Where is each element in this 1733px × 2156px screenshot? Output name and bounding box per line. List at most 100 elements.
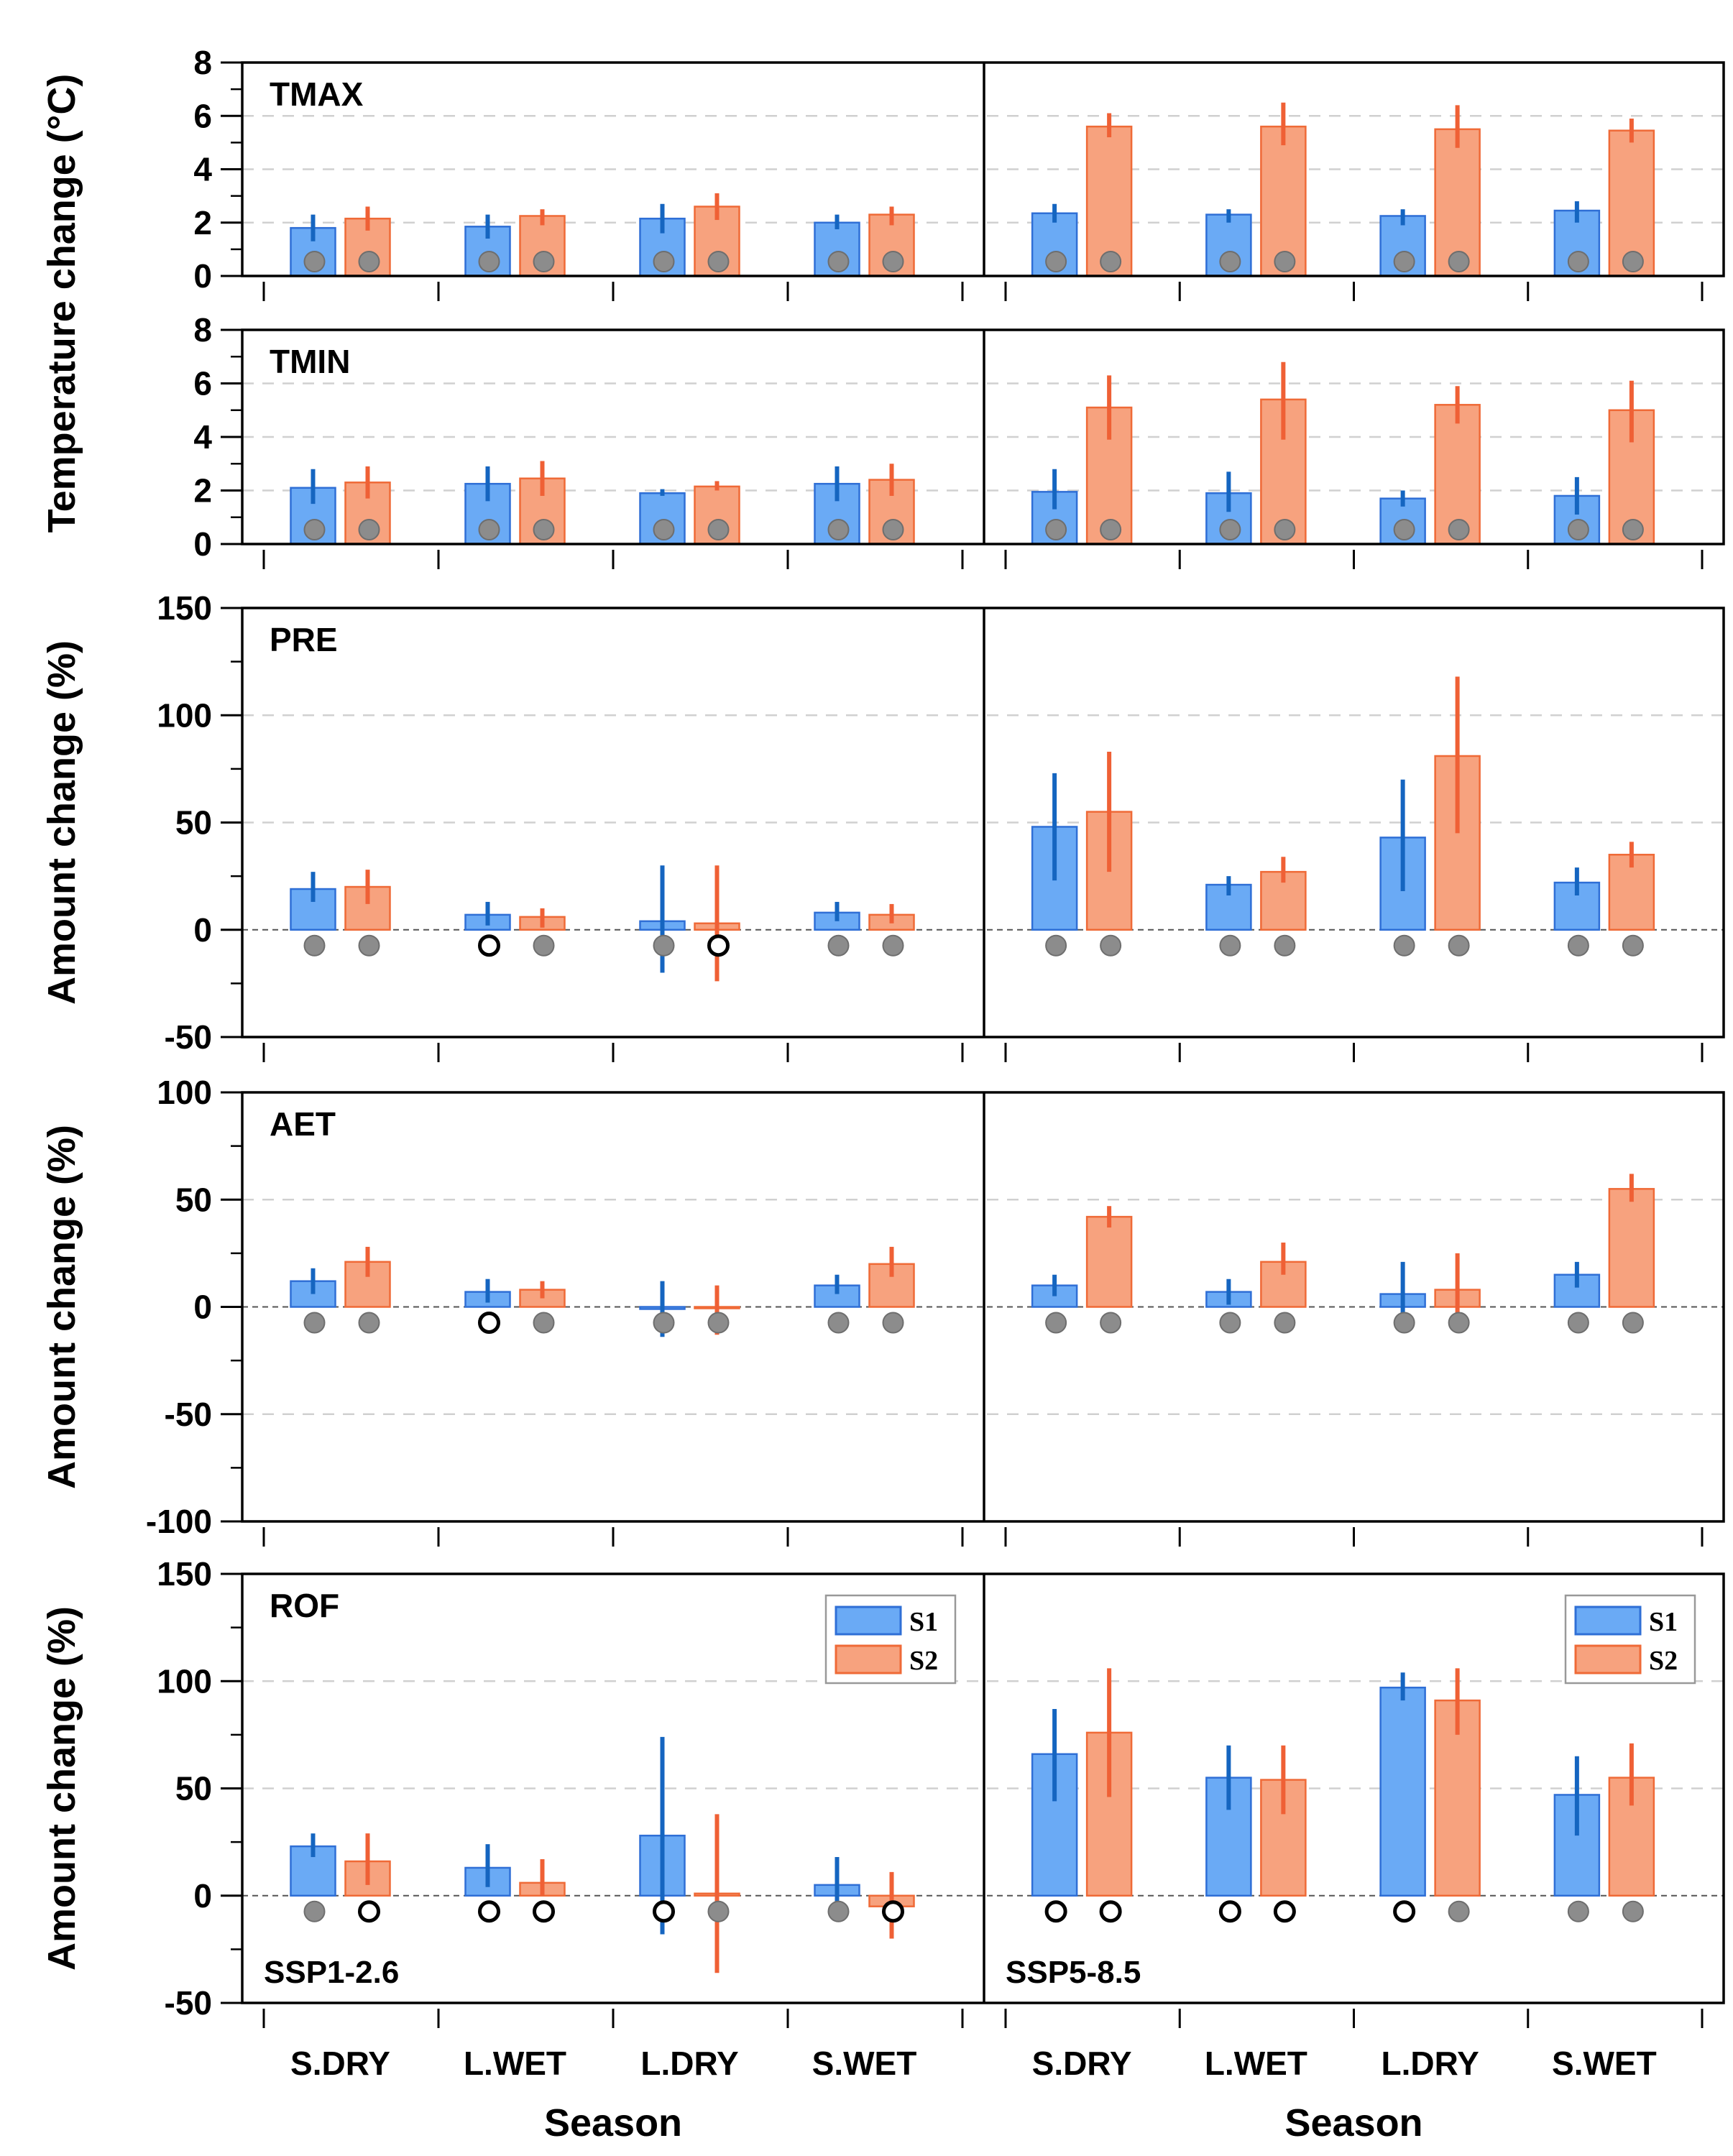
significance-marker — [1393, 251, 1415, 272]
bar-s2 — [1434, 1699, 1481, 1897]
y-tick-label: 8 — [193, 44, 212, 81]
significance-marker — [358, 519, 380, 540]
x-category-label: L.DRY — [640, 2045, 738, 2082]
nonsignificance-marker — [1273, 1900, 1296, 1923]
y-tick-label: 50 — [175, 1770, 212, 1807]
bar-s1 — [1379, 1686, 1426, 1897]
significance-marker — [707, 1900, 730, 1922]
panel-pre: -50 0 50 100 150 PRE — [157, 589, 1725, 1062]
significance-marker — [827, 1312, 850, 1334]
y-tick-label: 0 — [193, 1289, 212, 1326]
y-tick-label: 2 — [193, 472, 212, 510]
significance-marker — [1622, 1900, 1644, 1922]
significance-marker — [478, 251, 500, 272]
bar-s2 — [1608, 1188, 1655, 1308]
legend-swatch-s2 — [835, 1644, 902, 1674]
significance-marker — [1567, 1312, 1589, 1334]
panel-label: TMIN — [270, 343, 350, 380]
significance-marker — [1045, 251, 1067, 272]
significance-marker — [1567, 519, 1589, 540]
nonsignificance-marker — [358, 1900, 380, 1923]
panel-label: AET — [270, 1105, 336, 1143]
y-tick-label: -50 — [165, 1396, 212, 1433]
significance-marker — [1393, 1312, 1415, 1334]
significance-marker — [1274, 1312, 1296, 1334]
significance-marker — [533, 1312, 555, 1334]
significance-marker — [827, 251, 850, 272]
x-category-label: L.DRY — [1381, 2045, 1479, 2082]
significance-marker — [1567, 1900, 1589, 1922]
scenario-label: SSP5-8.5 — [1006, 1955, 1141, 1990]
panel-label: ROF — [270, 1587, 339, 1624]
significance-marker — [707, 1312, 730, 1334]
panel-rof: -50 0 50 100 150 ROF — [157, 1555, 1725, 2028]
panel-aet: -100 -50 0 50 100 AET — [146, 1074, 1725, 1547]
significance-marker — [707, 251, 730, 272]
nonsignificance-marker — [707, 934, 730, 957]
significance-marker — [1393, 934, 1415, 957]
significance-marker — [533, 519, 555, 540]
y-tick-label: 150 — [157, 589, 212, 627]
significance-marker — [1567, 934, 1589, 957]
nonsignificance-marker — [1393, 1900, 1416, 1923]
y-tick-label: 0 — [193, 911, 212, 949]
y-tick-label: 150 — [157, 1555, 212, 1593]
x-category-label: L.WET — [464, 2045, 566, 2082]
nonsignificance-marker — [1099, 1900, 1122, 1923]
x-axis-title: Season — [544, 2101, 682, 2145]
significance-marker — [303, 934, 326, 957]
significance-marker — [1448, 519, 1470, 540]
significance-marker — [303, 251, 326, 272]
y-tick-label: 4 — [193, 151, 212, 188]
significance-marker — [1393, 519, 1415, 540]
y-tick-label: -50 — [165, 1018, 212, 1056]
significance-marker — [653, 934, 675, 957]
y-tick-label: 6 — [193, 97, 212, 134]
significance-marker — [1448, 1312, 1470, 1334]
legend-label-s2: S2 — [909, 1646, 938, 1676]
y-tick-label: 100 — [157, 696, 212, 734]
y-axis-title: Amount change (%) — [40, 1606, 83, 1971]
significance-marker — [358, 251, 380, 272]
nonsignificance-marker — [478, 1312, 500, 1334]
legend-swatch-s2 — [1574, 1644, 1642, 1674]
panel-tmax: 0 2 4 6 8 TMAX — [193, 44, 1725, 301]
legend-swatch-s1 — [835, 1606, 902, 1636]
bar-s2 — [1085, 1215, 1133, 1308]
significance-marker — [653, 251, 675, 272]
y-tick-label: 50 — [175, 804, 212, 842]
x-category-label: S.WET — [1552, 2045, 1657, 2082]
significance-marker — [358, 934, 380, 957]
significance-marker — [1219, 251, 1241, 272]
significance-marker — [1622, 1312, 1644, 1334]
x-category-label: S.DRY — [290, 2045, 390, 2082]
panel-label: TMAX — [270, 75, 364, 113]
y-tick-label: 0 — [193, 1877, 212, 1915]
significance-marker — [882, 519, 904, 540]
nonsignificance-marker — [1044, 1900, 1067, 1923]
nonsignificance-marker — [478, 1900, 500, 1923]
y-tick-label: 0 — [193, 525, 212, 563]
significance-marker — [1219, 1312, 1241, 1334]
significance-marker — [1100, 519, 1122, 540]
significance-marker — [1045, 1312, 1067, 1334]
x-axis-title: Season — [1284, 2101, 1422, 2145]
y-axis-title: Amount change (%) — [40, 1125, 83, 1489]
significance-marker — [1274, 519, 1296, 540]
legend-label-s1: S1 — [909, 1607, 938, 1637]
significance-marker — [1100, 251, 1122, 272]
significance-marker — [1274, 934, 1296, 957]
y-tick-label: 6 — [193, 365, 212, 402]
y-axis-title: Amount change (%) — [40, 640, 83, 1005]
significance-marker — [1622, 251, 1644, 272]
x-category-label: L.WET — [1205, 2045, 1307, 2082]
significance-marker — [707, 519, 730, 540]
significance-marker — [1100, 934, 1122, 957]
significance-marker — [1448, 1900, 1470, 1922]
y-axis-title: Temperature change (°C) — [40, 74, 83, 533]
nonsignificance-marker — [478, 934, 500, 957]
y-tick-label: 2 — [193, 204, 212, 241]
x-category-label: S.DRY — [1032, 2045, 1132, 2082]
